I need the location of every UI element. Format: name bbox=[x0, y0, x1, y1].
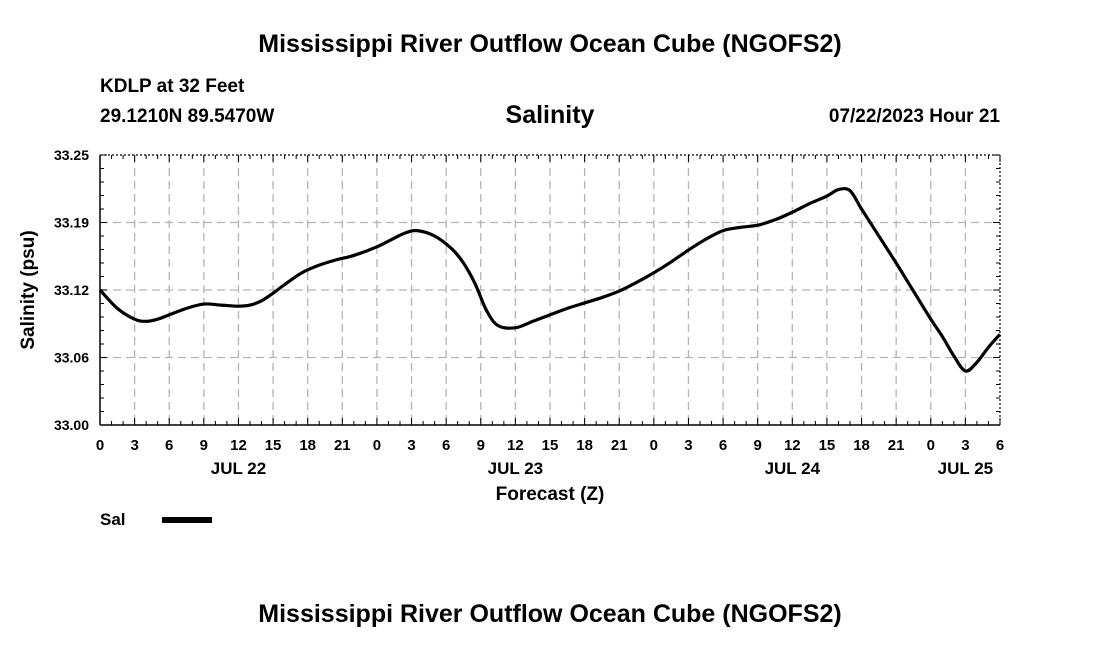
date-label: JUL 25 bbox=[938, 459, 993, 478]
x-tick-label: 6 bbox=[165, 437, 173, 454]
legend-line-swatch bbox=[162, 517, 212, 523]
x-tick-label: 9 bbox=[477, 437, 485, 454]
x-tick-label: 15 bbox=[819, 437, 836, 454]
x-tick-label: 3 bbox=[684, 437, 692, 454]
y-tick-label: 33.06 bbox=[54, 350, 89, 366]
x-axis-title: Forecast (Z) bbox=[496, 484, 605, 505]
date-label: JUL 24 bbox=[765, 459, 821, 478]
y-axis-title: Salinity (psu) bbox=[18, 230, 39, 349]
station-label: KDLP at 32 Feet bbox=[100, 76, 245, 97]
variable-title: Salinity bbox=[505, 101, 595, 129]
x-tick-label: 3 bbox=[407, 437, 415, 454]
x-tick-label: 0 bbox=[373, 437, 381, 454]
x-tick-label: 21 bbox=[888, 437, 905, 454]
x-tick-label: 12 bbox=[230, 437, 247, 454]
x-tick-label: 3 bbox=[961, 437, 969, 454]
x-tick-label: 18 bbox=[299, 437, 316, 454]
x-tick-label: 3 bbox=[130, 437, 138, 454]
y-tick-label: 33.12 bbox=[54, 282, 89, 298]
x-tick-label: 12 bbox=[507, 437, 524, 454]
x-tick-label: 0 bbox=[96, 437, 104, 454]
y-tick-label: 33.00 bbox=[54, 417, 89, 433]
y-tick-label: 33.19 bbox=[54, 215, 89, 231]
x-tick-label: 15 bbox=[265, 437, 282, 454]
x-tick-label: 18 bbox=[576, 437, 593, 454]
x-tick-label: 18 bbox=[853, 437, 870, 454]
footer-title: Mississippi River Outflow Ocean Cube (NG… bbox=[258, 600, 842, 628]
datetime-label: 07/22/2023 Hour 21 bbox=[828, 106, 1000, 127]
x-tick-label: 9 bbox=[754, 437, 762, 454]
x-tick-label: 9 bbox=[200, 437, 208, 454]
x-tick-label: 6 bbox=[719, 437, 727, 454]
x-tick-label: 6 bbox=[996, 437, 1004, 454]
chart-title: Mississippi River Outflow Ocean Cube (NG… bbox=[258, 30, 842, 58]
date-label: JUL 23 bbox=[488, 459, 543, 478]
x-tick-label: 0 bbox=[650, 437, 658, 454]
y-tick-label: 33.25 bbox=[54, 147, 89, 163]
x-tick-label: 21 bbox=[334, 437, 351, 454]
x-tick-label: 12 bbox=[784, 437, 801, 454]
legend-label: Sal bbox=[100, 510, 126, 529]
x-tick-label: 21 bbox=[611, 437, 628, 454]
date-label: JUL 22 bbox=[211, 459, 266, 478]
salinity-series-line bbox=[98, 186, 1002, 373]
x-tick-label: 15 bbox=[542, 437, 559, 454]
x-tick-label: 0 bbox=[927, 437, 935, 454]
x-tick-label: 6 bbox=[442, 437, 450, 454]
coordinates-label: 29.1210N 89.5470W bbox=[100, 106, 275, 127]
